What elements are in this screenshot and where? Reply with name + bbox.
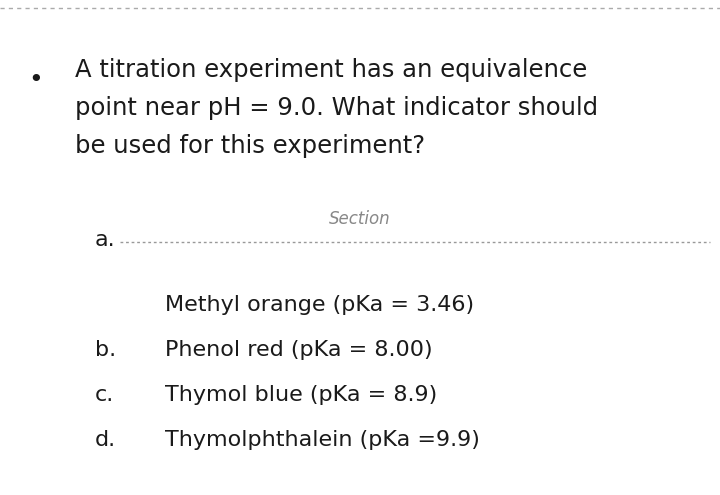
- Text: Thymolphthalein (pKa =9.9): Thymolphthalein (pKa =9.9): [165, 430, 480, 450]
- Text: b.: b.: [95, 340, 116, 360]
- Text: d.: d.: [95, 430, 116, 450]
- Text: c.: c.: [95, 385, 114, 405]
- Text: a.: a.: [95, 230, 116, 250]
- Text: be used for this experiment?: be used for this experiment?: [75, 134, 425, 158]
- Text: Thymol blue (pKa = 8.9): Thymol blue (pKa = 8.9): [165, 385, 437, 405]
- Text: Methyl orange (pKa = 3.46): Methyl orange (pKa = 3.46): [165, 295, 474, 315]
- Text: •: •: [28, 68, 42, 92]
- Text: Phenol red (pKa = 8.00): Phenol red (pKa = 8.00): [165, 340, 433, 360]
- Text: Section: Section: [329, 210, 391, 228]
- Text: point near pH = 9.0. What indicator should: point near pH = 9.0. What indicator shou…: [75, 96, 598, 120]
- Text: A titration experiment has an equivalence: A titration experiment has an equivalenc…: [75, 58, 588, 82]
